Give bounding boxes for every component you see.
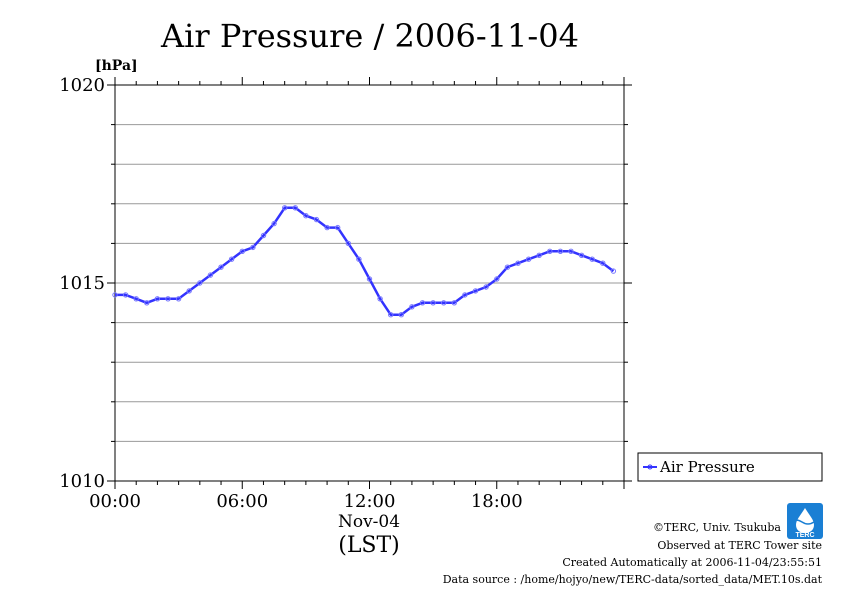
legend-box xyxy=(637,452,823,482)
data-point xyxy=(568,248,574,255)
x-tick-label: 12:00 xyxy=(344,491,396,512)
data-point xyxy=(462,292,468,298)
data-point xyxy=(557,248,564,255)
data-point xyxy=(451,300,457,306)
data-point xyxy=(303,213,309,219)
data-point xyxy=(282,205,288,211)
x-tick-label: 18:00 xyxy=(471,491,523,512)
data-point xyxy=(578,252,585,259)
legend-marker xyxy=(647,464,653,470)
data-point xyxy=(430,300,436,306)
x-tick-label: 00:00 xyxy=(89,491,141,512)
data-point xyxy=(250,244,256,251)
data-point xyxy=(515,260,521,266)
data-point xyxy=(525,256,532,262)
grid-lines xyxy=(115,124,624,442)
x-axis-timezone-label: (LST) xyxy=(338,533,400,558)
data-point xyxy=(186,288,192,294)
data-point xyxy=(324,224,330,231)
legend: Air Pressure xyxy=(637,452,823,482)
data-point xyxy=(122,292,129,298)
data-point xyxy=(175,296,182,302)
logo-text: TERC xyxy=(795,532,814,539)
y-tick-label: 1010 xyxy=(59,471,105,492)
data-point xyxy=(398,312,404,318)
data-point xyxy=(536,252,542,259)
y-tick-label: 1015 xyxy=(59,273,105,294)
data-point xyxy=(345,240,351,247)
data-point xyxy=(112,292,118,298)
legend-label: Air Pressure xyxy=(659,458,755,476)
chart-title: Air Pressure / 2006-11-04 xyxy=(160,17,579,55)
data-point xyxy=(610,268,617,274)
data-point xyxy=(207,272,214,278)
data-point xyxy=(589,256,595,262)
data-point xyxy=(356,256,362,262)
x-axis: 00:00 06:00 12:00 18:00 xyxy=(89,77,625,512)
data-point xyxy=(494,276,500,282)
footer-copyright: ©TERC, Univ. Tsukuba xyxy=(653,521,781,534)
x-axis-date-label: Nov-04 xyxy=(338,512,400,532)
terc-logo: TERC xyxy=(787,503,823,539)
data-point xyxy=(228,256,235,262)
data-point xyxy=(144,300,150,306)
data-point xyxy=(504,264,511,270)
water-drop-icon xyxy=(796,508,814,533)
data-point xyxy=(388,312,394,318)
footer-site: Observed at TERC Tower site xyxy=(657,539,822,552)
data-point xyxy=(197,280,203,286)
y-tick-label: 1020 xyxy=(59,75,105,96)
data-point xyxy=(547,248,553,255)
data-point xyxy=(239,248,246,255)
data-point xyxy=(313,216,320,223)
data-point xyxy=(600,260,606,266)
data-point xyxy=(292,205,298,211)
data-series xyxy=(112,205,617,318)
data-point xyxy=(441,300,447,306)
data-point xyxy=(260,232,267,239)
footer-source: Data source : /home/hojyo/new/TERC-data/… xyxy=(443,573,823,586)
data-point xyxy=(483,284,489,290)
data-point xyxy=(335,224,341,231)
x-tick-label: 06:00 xyxy=(216,491,268,512)
data-point xyxy=(377,296,383,302)
data-point xyxy=(472,288,479,294)
footer-created: Created Automatically at 2006-11-04/23:5… xyxy=(562,556,822,569)
data-point xyxy=(366,276,373,282)
data-point xyxy=(419,300,426,306)
data-point xyxy=(133,296,139,302)
data-point xyxy=(218,264,224,270)
y-axis-unit: [hPa] xyxy=(95,58,138,74)
wave-icon xyxy=(789,519,822,525)
series-line xyxy=(115,206,615,316)
data-point xyxy=(271,220,277,227)
data-point xyxy=(154,296,161,302)
data-point xyxy=(409,304,415,310)
data-point xyxy=(165,296,171,302)
y-axis: 1010 1015 1020 xyxy=(59,75,632,492)
